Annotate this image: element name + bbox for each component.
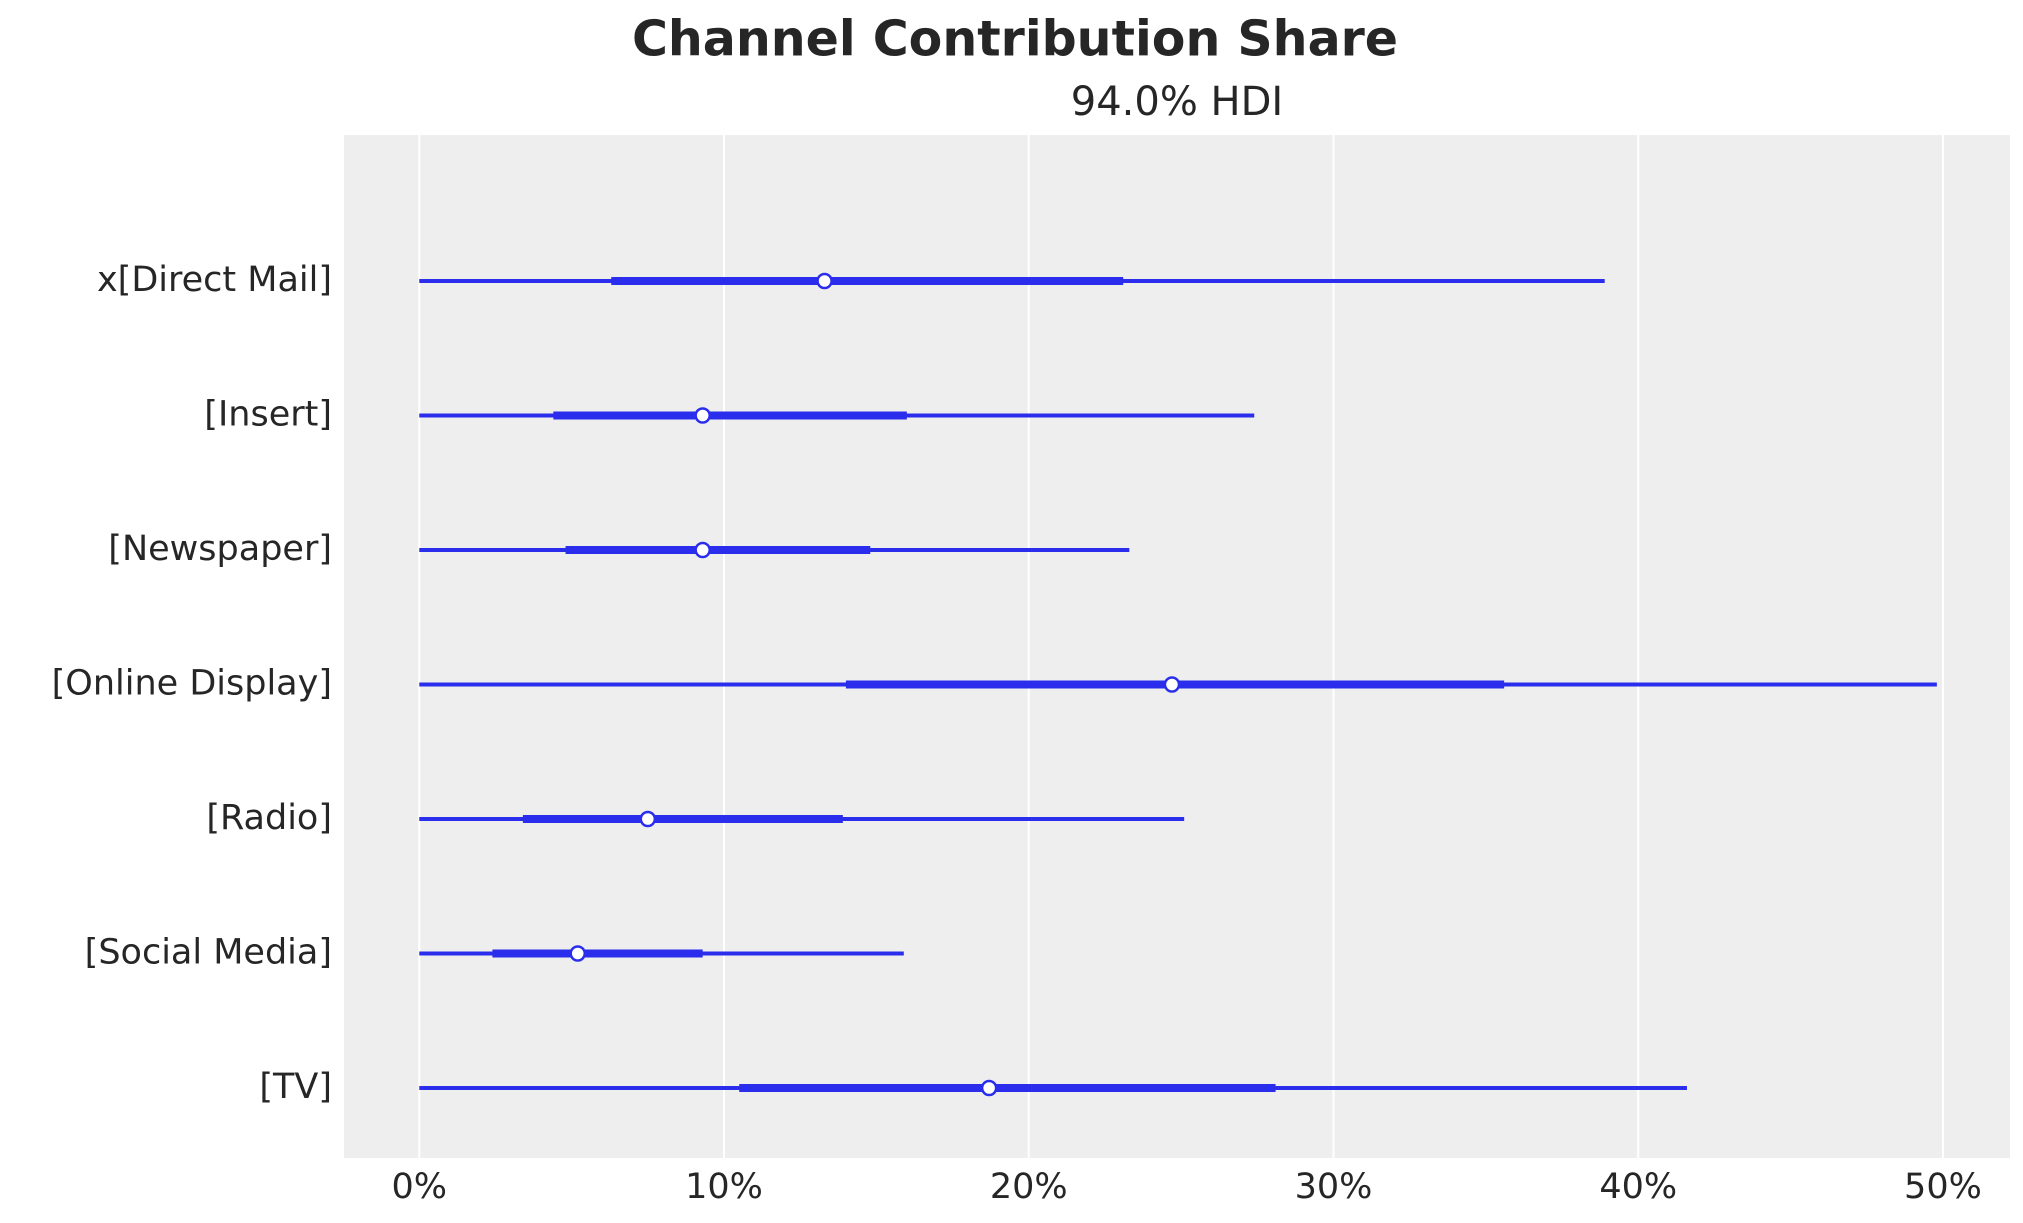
chart-title: Channel Contribution Share: [632, 11, 1398, 68]
y-tick-label: x[Direct Mail]: [97, 260, 332, 300]
x-tick-label: 0%: [392, 1167, 448, 1207]
y-tick-label: [Online Display]: [52, 664, 332, 704]
median-point: [569, 945, 586, 962]
y-tick-label: [Social Media]: [85, 933, 332, 973]
y-tick-label: [Insert]: [204, 395, 332, 435]
y-tick-label: [Radio]: [206, 798, 332, 838]
median-point: [1163, 676, 1181, 693]
median-point: [694, 407, 711, 424]
chart-subtitle: 94.0% HDI: [1071, 79, 1283, 125]
median-point: [694, 541, 711, 559]
median-point: [639, 810, 657, 828]
median-point: [980, 1079, 998, 1097]
x-tick-label: 10%: [685, 1167, 763, 1207]
x-tick-label: 30%: [1295, 1167, 1373, 1207]
x-tick-label: 20%: [990, 1167, 1068, 1207]
y-tick-label: [Newspaper]: [108, 529, 332, 569]
median-point: [816, 272, 833, 290]
x-tick-label: 50%: [1904, 1167, 1982, 1207]
plot-background: [344, 135, 2010, 1158]
y-tick-label: [TV]: [259, 1067, 332, 1107]
x-tick-label: 40%: [1599, 1167, 1677, 1207]
